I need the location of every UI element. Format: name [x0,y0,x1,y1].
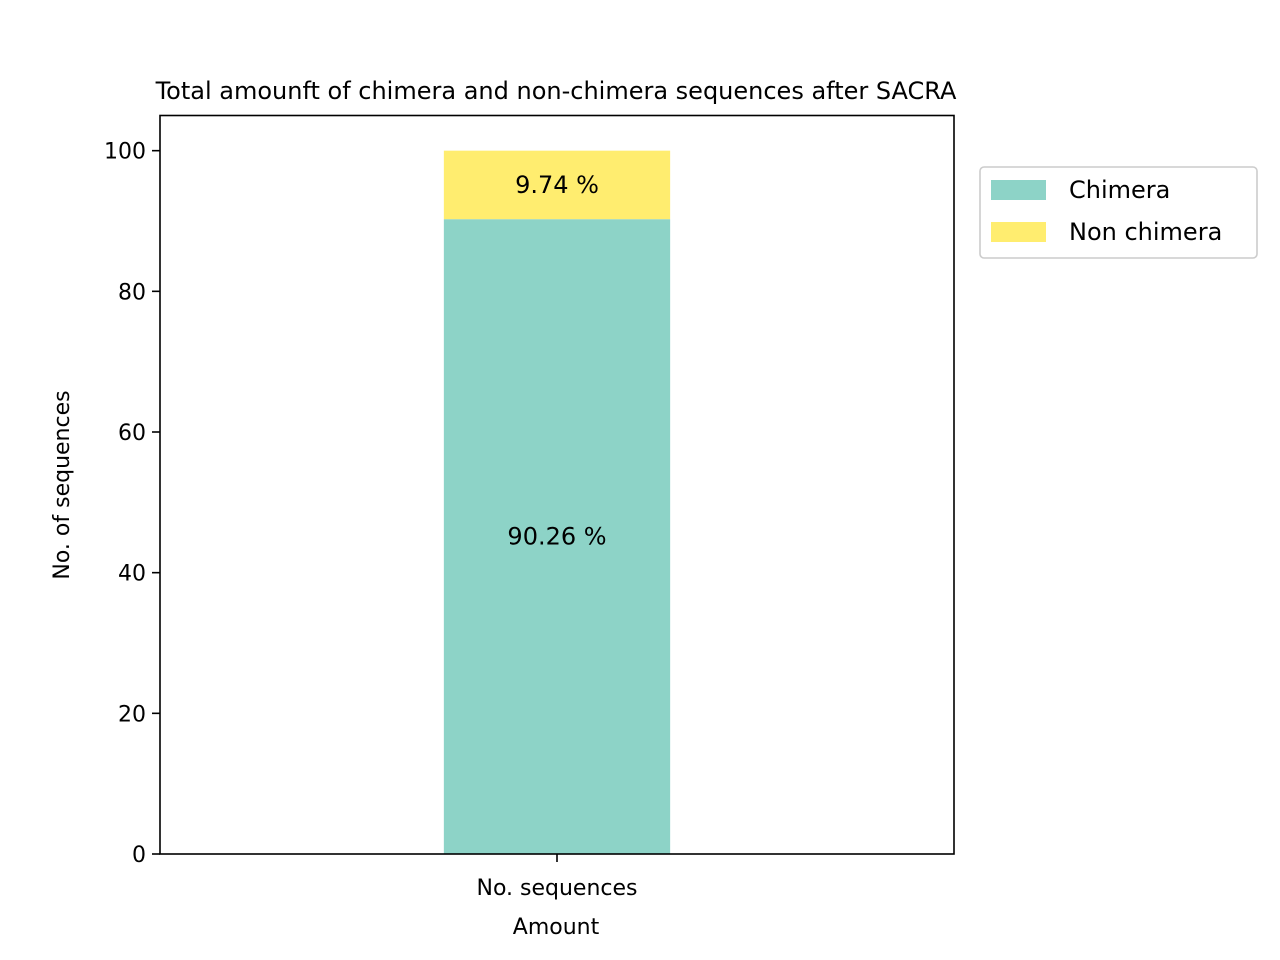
chart-title: Total amounft of chimera and non-chimera… [155,77,957,105]
legend-swatch-non-chimera [991,222,1046,242]
y-tick-label: 0 [132,843,146,868]
y-tick-label: 100 [104,140,146,165]
y-tick-label: 60 [118,421,146,446]
bar-label-non-chimera: 9.74 % [515,171,599,199]
legend-swatch-chimera [991,180,1046,200]
legend-label-non-chimera: Non chimera [1069,218,1222,246]
x-tick-label: No. sequences [477,876,638,901]
bar-segment-non-chimera [443,150,671,220]
x-axis-label: Amount [513,915,600,940]
legend-label-chimera: Chimera [1069,176,1170,204]
bar-label-chimera: 90.26 % [507,523,606,551]
y-tick-label: 80 [118,280,146,305]
bars-layer [443,150,671,854]
bar-labels-layer: 90.26 % 9.74 % [507,171,606,551]
legend-frame [979,166,1258,259]
bar-segment-chimera [443,219,671,854]
x-axis: No. sequences [477,854,638,901]
y-axis: 0 20 40 60 80 100 [104,140,160,868]
y-axis-label: No. of sequences [50,390,75,579]
y-tick-label: 40 [118,562,146,587]
legend: Chimera Non chimera [979,166,1258,259]
y-tick-label: 20 [118,702,146,727]
